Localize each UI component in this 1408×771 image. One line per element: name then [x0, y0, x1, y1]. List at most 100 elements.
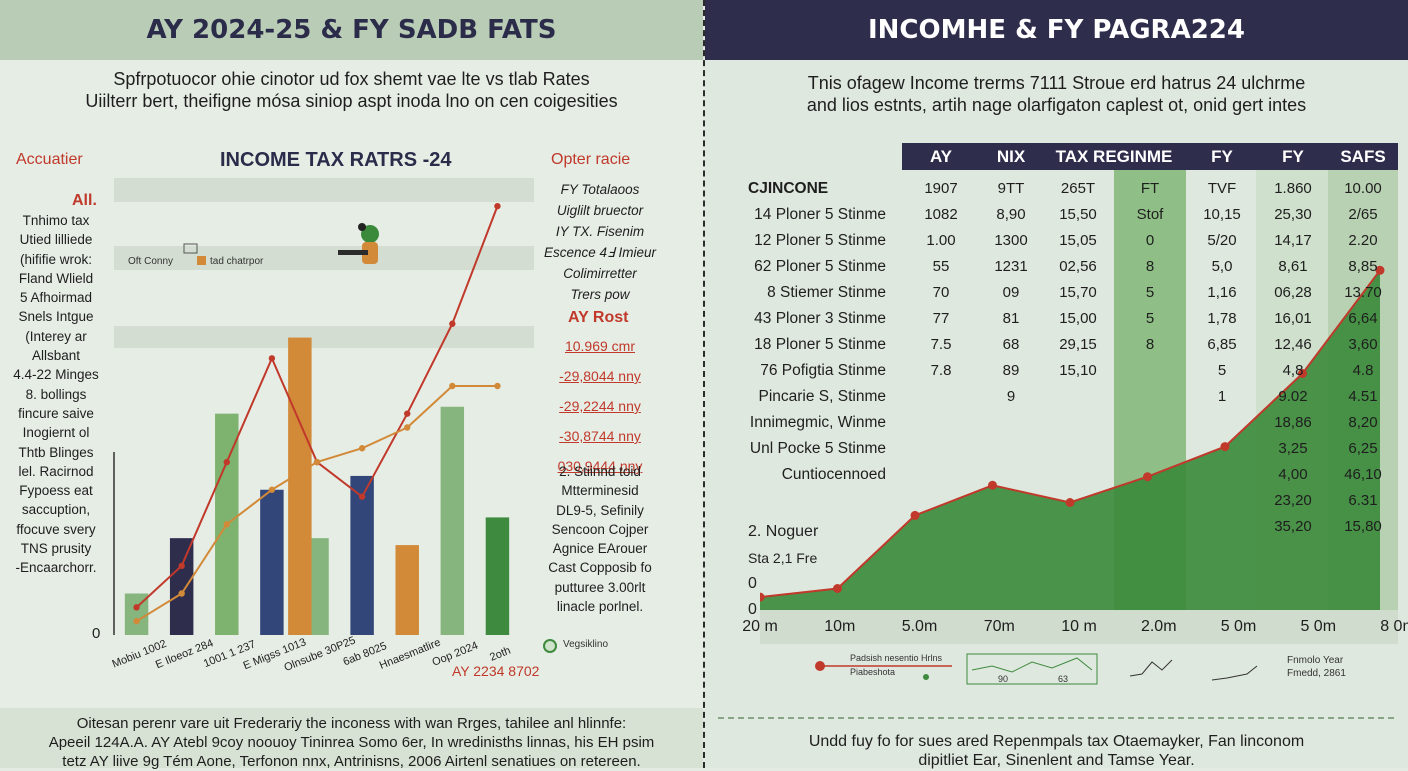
table-cell [980, 492, 1042, 518]
left-side-line: ffocuve svery [16, 521, 96, 537]
table-row: 7.8 89 15,10 5 4,8 4.8 [902, 362, 1398, 388]
ay-value: -29,8044 nny [559, 368, 641, 384]
table-row: 1082 8,90 15,50 Stof 10,15 25,30 2/65 [902, 206, 1398, 232]
right-side-line: linacle porlnel. [556, 599, 644, 615]
series-point [178, 562, 185, 570]
table-cell: 77 [932, 310, 950, 327]
right-side-label: Opter racie [551, 151, 631, 168]
note-line: 0 [748, 575, 757, 592]
footer-line: Oitesan perenr vare uit Frederariy the i… [76, 715, 627, 732]
table-cell: 15,50 [1059, 206, 1097, 223]
table-row: 9 1 9.02 4.51 [902, 388, 1398, 414]
series-point [268, 355, 276, 362]
income-tax-chart: INCOME TAX RATRS -24 Oft Conny tad chatr… [111, 149, 540, 679]
table-cell [1186, 518, 1258, 544]
table-row: 1.00 1300 15,05 0 5/20 14,17 2.20 [902, 232, 1398, 258]
x-axis-strip [760, 610, 1398, 644]
table-cell: 1,16 [1207, 284, 1237, 301]
row-label: 18 Ploner 5 Stinme [754, 336, 886, 353]
right-side-line: DL9-5, Sefinily [556, 502, 644, 518]
table-cell: 13.70 [1344, 284, 1382, 301]
series-point [133, 604, 140, 611]
footer-line: Apeeil 124A.A. AY Atebl 9coy noouoy Tini… [48, 734, 655, 751]
table-cell: 23,20 [1274, 492, 1312, 509]
legend-text: Piabeshota [850, 667, 895, 677]
table-cell: 8,85 [1348, 258, 1378, 275]
table-cell: 1907 [924, 180, 958, 197]
left-side-line: Utied lilliede [19, 232, 93, 248]
row-labels: CJINCONE 14 Ploner 5 Stinme 12 Ploner 5 … [740, 180, 886, 492]
table-cell: 6.31 [1348, 492, 1378, 509]
band [114, 178, 534, 202]
table-cell: 1300 [994, 232, 1028, 249]
table-cell: 10.00 [1344, 180, 1382, 197]
row-label: Innimegmic, Winme [749, 414, 886, 431]
band [114, 326, 534, 348]
chart-note: 2. Noguer Sta 2,1 Fre 0 0 [748, 519, 818, 623]
table-cell: Stof [1136, 206, 1164, 223]
bar [260, 489, 284, 635]
table-row: 77 81 15,00 5 1,78 16,01 6,64 [902, 310, 1398, 336]
table-cell: 0 [1145, 232, 1155, 249]
x-tick-label: 8 0m [1380, 618, 1408, 635]
area-point [760, 592, 765, 602]
table-header-cell: AY [902, 143, 980, 170]
x-tick-label: 70m [983, 618, 1015, 635]
mini-sparkline [971, 657, 1093, 673]
right-side-line: Mtterminesid [561, 483, 639, 499]
left-side-line: Tnhimo tax [22, 213, 90, 228]
x-tick-label: Hnaesmatlire [378, 637, 443, 672]
series-point [494, 382, 501, 390]
table-cell [1042, 388, 1114, 414]
table-cell: 8,90 [996, 206, 1026, 223]
legend-right-line: Fnmolo Year [1287, 655, 1344, 666]
ay-value: -29,2244 nny [559, 398, 641, 414]
table-row: 23,20 6.31 [902, 492, 1398, 518]
left-side-line: saccuption, [21, 502, 91, 518]
row-label: Unl Pocke 5 Stinme [749, 440, 886, 457]
table-cell [902, 466, 980, 492]
table-header-cell: TAX REGINME [1042, 143, 1186, 170]
area-point [1375, 265, 1385, 275]
table-cell [980, 518, 1042, 544]
table-cell [1186, 492, 1258, 518]
legend-dot-icon [923, 674, 929, 680]
table-cell: 7.8 [930, 362, 952, 379]
footer-line: dipitliet Ear, Sinenlent and Tamse Year. [918, 752, 1195, 769]
table-cell [1042, 518, 1114, 544]
left-side-line: (hififie wrok: [19, 251, 92, 267]
left-side-line: fincure saive [18, 405, 94, 421]
series-point [404, 410, 411, 417]
table-row: 35,20 15,80 [902, 518, 1398, 544]
right-intro-line: and lios estnts, artih nage olarfigaton … [806, 95, 1307, 115]
table-cell: 6,85 [1207, 336, 1237, 353]
table-cell: 89 [1002, 362, 1020, 379]
right-side-line: Uiglilt bruector [556, 203, 644, 218]
series-point [178, 590, 185, 597]
legend-swatch-outline [183, 243, 198, 254]
area-point [1220, 442, 1230, 452]
table-cell: 4,8 [1282, 362, 1304, 379]
note-line: Sta 2,1 Fre [748, 550, 818, 566]
row-label: 12 Ploner 5 Stinme [754, 232, 886, 249]
legend-dot-icon [815, 661, 825, 671]
right-intro-line: Tnis ofagew Income trerms 7111 Stroue er… [807, 73, 1306, 93]
legend-item: Oft Conny [128, 256, 173, 267]
left-footer: Oitesan perenr vare uit Frederariy the i… [0, 708, 703, 770]
legend-text: Padsish nesentio Hrlns [850, 653, 943, 663]
table-cell [902, 492, 980, 518]
table-row: 55 1231 02,56 8 5,0 8,61 8,85 [902, 258, 1398, 284]
x-tick-label: 5 0m [1300, 618, 1337, 635]
x-tick-label: 5.0m [901, 618, 938, 635]
table-cell: 09 [1002, 284, 1020, 301]
table-row: 3,25 6,25 [902, 440, 1398, 466]
ay-value: -30,8744 nny [559, 428, 641, 444]
panel-divider [703, 0, 705, 768]
table-cell: 1.00 [926, 232, 956, 249]
left-intro-line: Spfrpotuocor ohie cinotor ud fox shemt v… [113, 69, 590, 89]
area-point [1065, 498, 1075, 507]
x-tick-label: 5 0m [1220, 618, 1257, 635]
ay-values: 10.969 cmr -29,8044 nny -29,2244 nny -30… [538, 331, 662, 481]
left-intro: Spfrpotuocor ohie cinotor ud fox shemt v… [0, 68, 703, 112]
table-cell: 5 [1217, 362, 1227, 379]
